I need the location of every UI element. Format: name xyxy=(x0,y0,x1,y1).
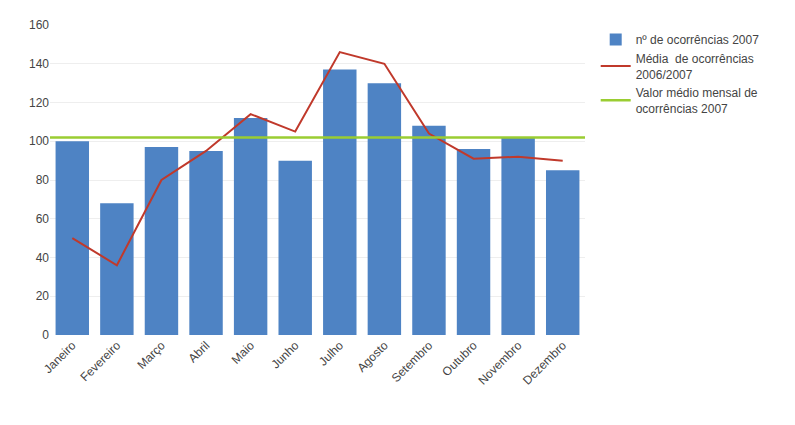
svg-text:Novembro: Novembro xyxy=(475,338,524,387)
svg-text:20: 20 xyxy=(36,289,50,303)
svg-text:Março: Março xyxy=(134,338,168,372)
svg-text:Janeiro: Janeiro xyxy=(41,338,79,376)
svg-text:140: 140 xyxy=(29,57,49,71)
svg-text:nº de ocorrências 2007: nº de ocorrências 2007 xyxy=(636,33,759,47)
svg-text:60: 60 xyxy=(36,212,50,226)
svg-text:Maio: Maio xyxy=(229,338,258,367)
svg-text:100: 100 xyxy=(29,134,49,148)
svg-text:Agosto: Agosto xyxy=(354,338,391,375)
svg-text:Setembro: Setembro xyxy=(389,338,436,385)
svg-text:40: 40 xyxy=(36,251,50,265)
svg-text:Valor médio mensal deocorrênci: Valor médio mensal deocorrências 2007 xyxy=(636,86,758,116)
svg-text:120: 120 xyxy=(29,96,49,110)
svg-text:Outubro: Outubro xyxy=(439,338,480,379)
svg-text:Dezembro: Dezembro xyxy=(520,338,569,387)
svg-text:160: 160 xyxy=(29,18,49,32)
svg-text:Fevereiro: Fevereiro xyxy=(78,338,124,384)
svg-text:80: 80 xyxy=(36,173,50,187)
svg-text:Junho: Junho xyxy=(269,338,302,371)
svg-text:0: 0 xyxy=(42,328,49,342)
svg-text:Média de ocorrências2006/2007: Média de ocorrências2006/2007 xyxy=(636,52,754,82)
svg-text:Abril: Abril xyxy=(186,338,213,365)
svg-text:Julho: Julho xyxy=(316,338,346,368)
